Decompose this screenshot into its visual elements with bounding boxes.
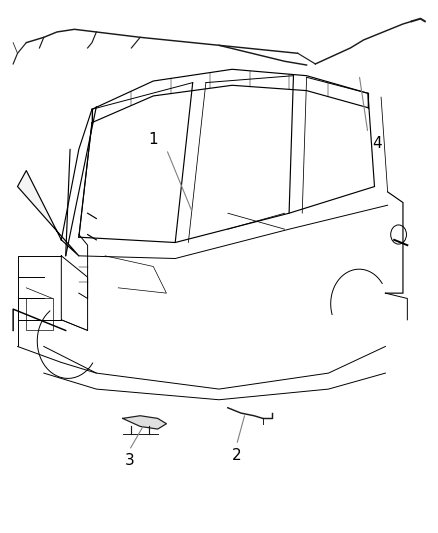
Polygon shape: [123, 416, 166, 429]
Text: 1: 1: [148, 132, 158, 147]
Text: 3: 3: [124, 453, 134, 468]
Text: 4: 4: [372, 136, 382, 151]
Text: 2: 2: [232, 448, 241, 463]
Polygon shape: [18, 171, 79, 256]
